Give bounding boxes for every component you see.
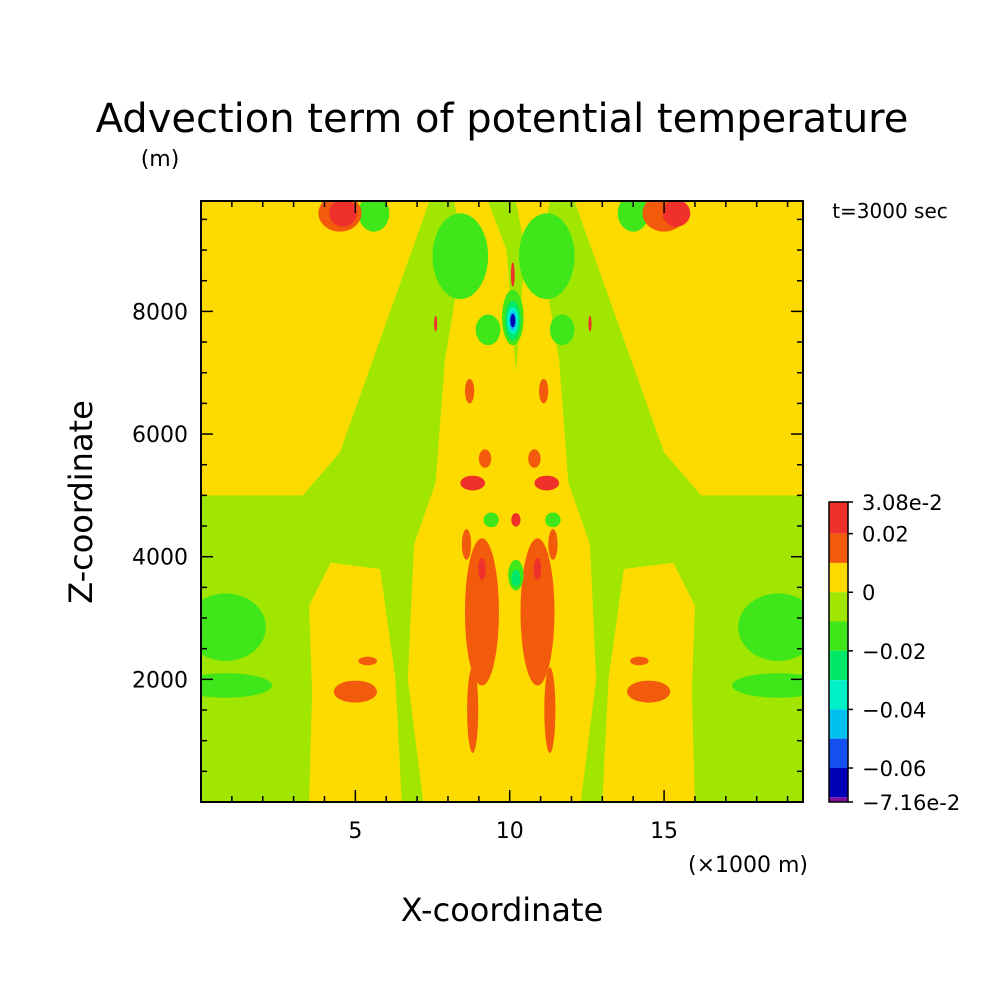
time-annotation: t=3000 sec xyxy=(832,199,948,223)
colorbar-bin xyxy=(829,621,848,651)
contour-blob-20 xyxy=(544,667,556,753)
contour-blob-9 xyxy=(475,314,501,346)
contour-blob-32 xyxy=(534,475,560,491)
colorbar-bin xyxy=(829,592,848,622)
plot-frame xyxy=(200,200,804,803)
contour-blob-15 xyxy=(358,201,390,232)
contour-blob-34 xyxy=(478,557,486,580)
colorbar-frame xyxy=(828,501,849,803)
contour-blob-51 xyxy=(510,313,516,328)
y-axis: 2000 4000 6000 8000 xyxy=(132,218,803,773)
contour-field xyxy=(201,201,803,802)
contour-blob-31 xyxy=(460,475,486,491)
contour-blob-35 xyxy=(533,557,542,580)
contour-blob-44 xyxy=(545,512,561,528)
contour-blob-7 xyxy=(432,213,489,300)
contour-blob-41 xyxy=(329,201,357,227)
contour-blob-24 xyxy=(630,656,649,666)
colorbar-bin xyxy=(829,502,848,534)
contour-blob-30 xyxy=(528,449,541,468)
contour-blob-37 xyxy=(434,315,438,332)
contour-blob-16 xyxy=(617,201,649,232)
colorbar-bin xyxy=(829,680,848,710)
contour-blob-42 xyxy=(662,201,691,227)
colorbar-bin xyxy=(829,650,848,681)
contour-blob-18 xyxy=(520,538,555,686)
x-axis-label: X-coordinate xyxy=(401,891,604,929)
contour-blob-17 xyxy=(464,538,499,686)
contour-blob-38 xyxy=(588,315,592,332)
contour-blob-22 xyxy=(627,680,671,703)
x-axis: 5 10 15 xyxy=(231,201,789,844)
y-tick-label: 2000 xyxy=(132,668,188,693)
contour-blob-28 xyxy=(539,378,549,404)
y-axis-label: Z-coordinate xyxy=(62,400,100,604)
colorbar-bin xyxy=(829,562,848,593)
colorbar: 3.08e-2 0.02 0 −0.02 −0.04 −0.06 −7.16e-2 xyxy=(828,491,960,815)
colorbar-label: −0.06 xyxy=(862,757,926,781)
contour-blob-19 xyxy=(467,667,479,753)
contour-blob-23 xyxy=(358,656,377,666)
chart-title: Advection term of potential temperature xyxy=(96,96,909,142)
colorbar-label: −7.16e-2 xyxy=(862,791,960,815)
contour-blob-27 xyxy=(464,378,475,404)
contour-blob-8 xyxy=(518,213,575,300)
contour-blob-21 xyxy=(333,680,377,703)
x-tick-label: 5 xyxy=(348,819,362,844)
contour-region-1 xyxy=(201,201,430,496)
y-tick-label: 8000 xyxy=(132,300,188,325)
colorbar-bin xyxy=(829,533,848,563)
contour-blob-25 xyxy=(461,529,472,560)
y-unit-label: (m) xyxy=(141,147,180,172)
colorbar-label: 3.08e-2 xyxy=(862,491,943,515)
contour-blob-36 xyxy=(510,262,515,287)
colorbar-bin xyxy=(829,738,848,769)
x-tick-label: 15 xyxy=(650,819,678,844)
colorbar-label: 0.02 xyxy=(862,523,909,547)
contour-blob-11 xyxy=(201,593,266,661)
contour-blob-46 xyxy=(511,569,521,587)
contour-blob-13 xyxy=(201,673,272,698)
contour-blob-14 xyxy=(732,673,803,698)
contour-blob-26 xyxy=(548,529,558,560)
y-tick-label: 6000 xyxy=(132,423,188,448)
x-unit-label: (×1000 m) xyxy=(688,853,808,878)
colorbar-label: −0.04 xyxy=(862,698,926,722)
contour-blob-12 xyxy=(738,593,803,661)
colorbar-bin xyxy=(829,768,848,798)
y-tick-label: 4000 xyxy=(132,546,188,571)
x-tick-label: 10 xyxy=(496,819,524,844)
colorbar-bin xyxy=(829,709,848,739)
contour-blob-43 xyxy=(483,512,499,528)
colorbar-label: −0.02 xyxy=(862,640,926,664)
colorbar-bin xyxy=(829,797,848,802)
contour-blob-33 xyxy=(511,513,521,527)
contour-region-2 xyxy=(574,201,803,496)
colorbar-label: 0 xyxy=(862,581,875,605)
contour-blob-10 xyxy=(549,314,575,346)
contour-blob-29 xyxy=(478,449,492,468)
